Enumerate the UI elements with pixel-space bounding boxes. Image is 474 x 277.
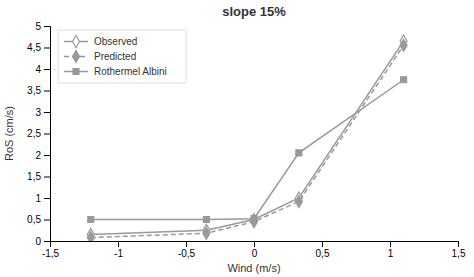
y-tick-mark [44, 155, 50, 156]
legend-label: Rothermel Albini [94, 66, 167, 77]
y-axis-title: RoS (cm/s) [3, 106, 15, 161]
x-tick-mark [186, 241, 187, 247]
series-line [91, 45, 404, 237]
y-tick: 3 [35, 107, 50, 118]
legend-box [58, 30, 186, 83]
x-tick-mark [458, 241, 459, 247]
x-tick: -0,5 [178, 241, 196, 259]
y-tick: 1 [35, 193, 50, 204]
x-tick-mark [390, 241, 391, 247]
x-tick: 1,5 [452, 241, 466, 259]
y-tick-mark [44, 69, 50, 70]
y-tick: 2,5 [27, 128, 50, 139]
x-axis: -1,5 -1 -0,5 0 0,5 1 1,5 [42, 241, 466, 259]
y-tick-mark [44, 134, 50, 135]
y-tick-mark [44, 198, 50, 199]
y-tick-label: 1,5 [27, 171, 41, 182]
title: slope 15% [222, 4, 286, 19]
y-tick: 2 [35, 150, 50, 161]
data-point [251, 216, 258, 228]
y-tick-label: 5 [35, 21, 41, 32]
legend-item: Rothermel Albini [64, 66, 167, 77]
y-tick: 4 [35, 64, 50, 75]
x-tick-label: 1,5 [452, 248, 466, 259]
legend-marker [73, 50, 80, 62]
data-point [296, 150, 302, 156]
x-tick-label: 1 [388, 248, 394, 259]
y-tick-label: 2 [35, 150, 41, 161]
y-tick: 3,5 [27, 85, 50, 96]
data-point [401, 77, 407, 83]
y-tick-mark [44, 241, 50, 242]
y-tick-label: 4 [35, 64, 41, 75]
x-tick: 1 [388, 241, 394, 259]
y-tick: 1,5 [27, 171, 50, 182]
y-tick-mark [44, 26, 50, 27]
y-tick-label: 0,5 [27, 214, 41, 225]
data-point [87, 232, 94, 241]
data-point [203, 227, 210, 239]
y-tick-label: 3 [35, 107, 41, 118]
series-line [91, 41, 404, 235]
x-axis-line [51, 242, 459, 248]
legend-label: Observed [94, 36, 137, 47]
x-tick: -1 [114, 241, 123, 259]
legend: Observed Predicted Rothermel Albini [58, 30, 186, 83]
x-tick-mark [322, 241, 323, 247]
legend-marker [73, 69, 79, 75]
y-tick: 5 [35, 21, 50, 32]
marks [87, 35, 407, 241]
y-tick-label: 2,5 [27, 128, 41, 139]
x-tick: -1,5 [42, 241, 60, 259]
x-tick-label: -0,5 [178, 248, 196, 259]
legend-item: Observed [64, 35, 137, 47]
legend-marker [73, 35, 80, 47]
y-tick-mark [44, 91, 50, 92]
x-tick-label: 0,5 [316, 248, 330, 259]
x-axis-title: Wind (m/s) [227, 262, 280, 274]
y-tick: 4,5 [27, 42, 50, 53]
y-tick-label: 1 [35, 193, 41, 204]
plot: -1,5 -1 -0,5 0 0,5 1 1,5 0 0,5 1 1,5 2 2,5 3 3,5 4 4,5 5 O… [27, 21, 466, 259]
chart: -1,5 -1 -0,5 0 0,5 1 1,5 0 0,5 1 1,5 2 2,5 3 3,5 4 4,5 5 O… [0, 0, 474, 277]
x-tick-label: -1 [114, 248, 123, 259]
y-tick: 0 [35, 236, 50, 247]
x-tick: 0,5 [316, 241, 330, 259]
y-axis-line [44, 27, 51, 242]
data-point [203, 217, 209, 223]
x-tick-mark [254, 241, 255, 247]
y-axis: 0 0,5 1 1,5 2 2,5 3 3,5 4 4,5 5 [27, 21, 50, 247]
y-tick-mark [44, 48, 50, 49]
y-tick-mark [44, 112, 50, 113]
y-tick-label: 0 [35, 236, 41, 247]
x-tick-mark [118, 241, 119, 247]
x-tick: 0 [252, 241, 258, 259]
data-point [400, 39, 407, 51]
y-tick: 0,5 [27, 214, 50, 225]
legend-label: Predicted [94, 51, 136, 62]
series-line [91, 80, 404, 220]
data-point [295, 195, 302, 207]
data-point [88, 217, 94, 223]
x-tick-label: -1,5 [42, 248, 60, 259]
y-tick-mark [44, 177, 50, 178]
y-tick-label: 4,5 [27, 42, 41, 53]
legend-item: Predicted [64, 50, 136, 62]
y-tick-mark [44, 220, 50, 221]
x-tick-label: 0 [252, 248, 258, 259]
y-tick-label: 3,5 [27, 85, 41, 96]
data-point [251, 216, 257, 222]
